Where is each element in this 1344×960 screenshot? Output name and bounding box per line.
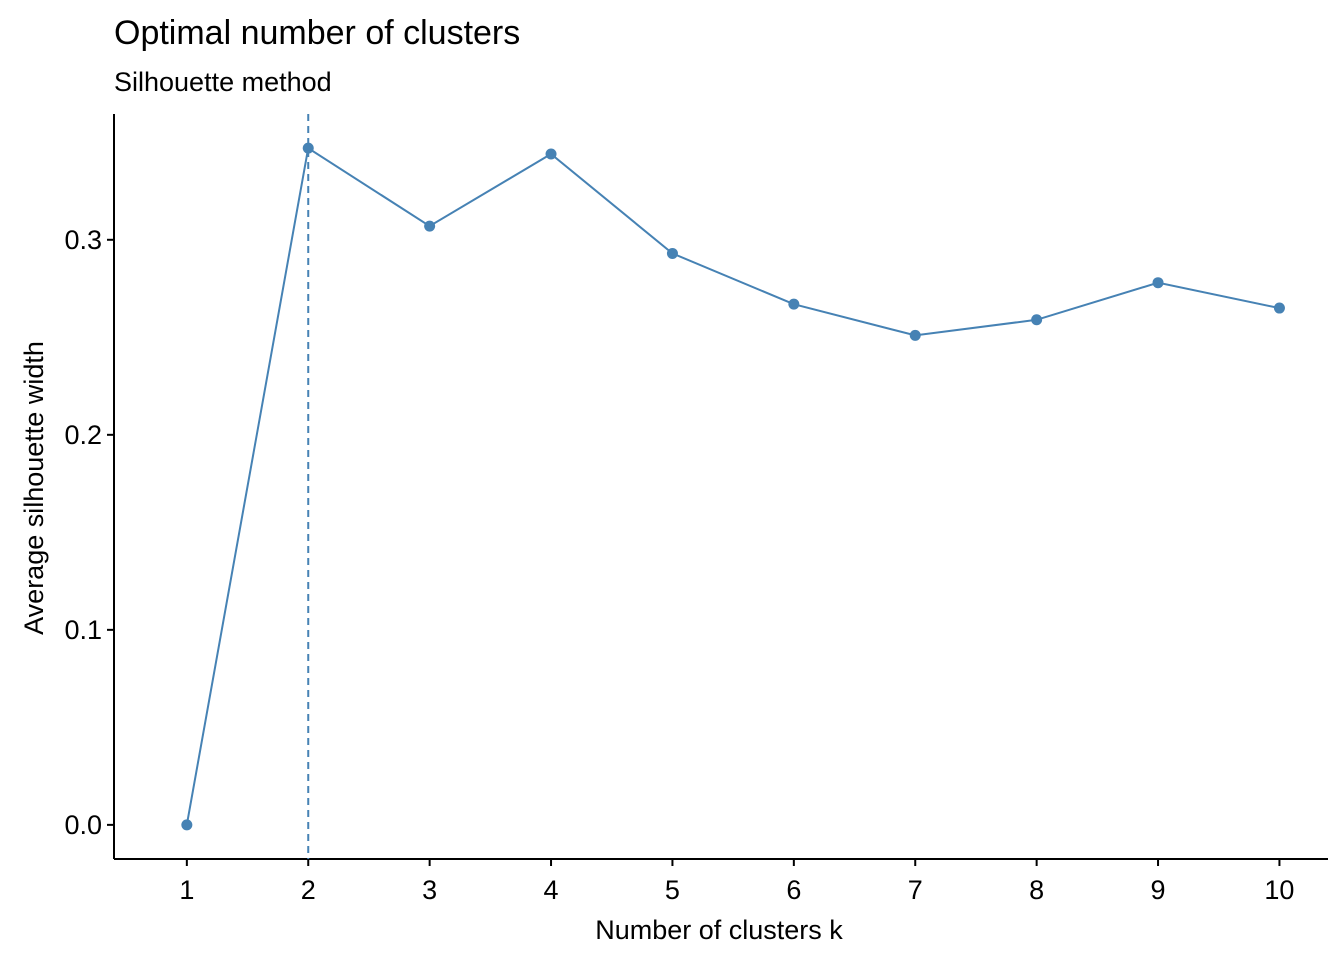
chart-title: Optimal number of clusters — [114, 14, 520, 52]
data-point — [666, 247, 678, 259]
x-tick-label: 3 — [422, 875, 437, 905]
data-point — [1152, 277, 1164, 289]
data-point — [909, 329, 921, 341]
x-tick-label: 2 — [301, 875, 316, 905]
x-axis-title: Number of clusters k — [595, 915, 843, 945]
y-tick-label: 0.2 — [64, 420, 102, 450]
x-tick-label: 6 — [786, 875, 801, 905]
chart-subtitle: Silhouette method — [114, 67, 332, 97]
x-tick-label: 10 — [1264, 875, 1294, 905]
data-point — [1031, 314, 1043, 326]
y-tick-label: 0.1 — [64, 615, 102, 645]
data-point — [1273, 302, 1285, 314]
x-tick-label: 9 — [1151, 875, 1166, 905]
y-tick-label: 0.3 — [64, 225, 102, 255]
x-tick-label: 5 — [665, 875, 680, 905]
x-tick-label: 7 — [908, 875, 923, 905]
y-axis-title: Average silhouette width — [19, 341, 49, 635]
data-point — [181, 819, 193, 831]
y-tick-label: 0.0 — [64, 810, 102, 840]
data-point — [788, 298, 800, 310]
plot-area: 0.0 0.1 0.2 0.3 1 2 3 4 5 6 7 8 9 10 — [64, 114, 1328, 905]
data-point — [302, 142, 314, 154]
x-tick-label: 4 — [544, 875, 559, 905]
data-point — [424, 220, 436, 232]
series-line — [185, 146, 1280, 826]
x-tick-label: 1 — [179, 875, 194, 905]
data-point — [545, 148, 557, 160]
x-tick-label: 8 — [1029, 875, 1044, 905]
